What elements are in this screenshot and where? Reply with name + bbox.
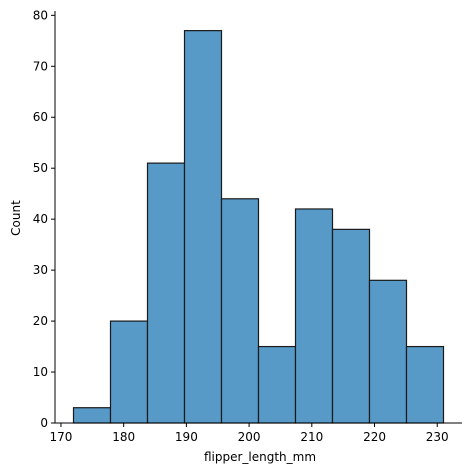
x-tick-label: 210 bbox=[300, 430, 323, 444]
bar bbox=[405, 345, 445, 424]
y-tick-label: 70 bbox=[33, 59, 48, 73]
y-axis-label: Count bbox=[9, 200, 23, 236]
bar bbox=[257, 345, 297, 424]
bar bbox=[220, 198, 260, 424]
y-tick-label: 40 bbox=[33, 212, 48, 226]
y-tick-label: 20 bbox=[33, 314, 48, 328]
x-tick-label: 230 bbox=[426, 430, 449, 444]
y-tick-label: 30 bbox=[33, 263, 48, 277]
bar bbox=[109, 320, 149, 424]
y-tick-label: 10 bbox=[33, 365, 48, 379]
y-tick-label: 60 bbox=[33, 110, 48, 124]
bar bbox=[146, 162, 186, 424]
x-axis-label: flipper_length_mm bbox=[204, 450, 316, 464]
x-tick-label: 220 bbox=[363, 430, 386, 444]
x-tick-label: 170 bbox=[50, 430, 73, 444]
x-tick-label: 190 bbox=[175, 430, 198, 444]
y-tick-label: 50 bbox=[33, 161, 48, 175]
bar bbox=[72, 407, 112, 424]
y-tick-label: 80 bbox=[33, 8, 48, 22]
bar bbox=[368, 279, 408, 424]
bar bbox=[294, 208, 334, 424]
x-tick-label: 200 bbox=[238, 430, 261, 444]
y-tick-label: 0 bbox=[40, 416, 48, 430]
bar bbox=[331, 228, 371, 424]
bar bbox=[183, 30, 223, 424]
x-tick-label: 180 bbox=[112, 430, 135, 444]
